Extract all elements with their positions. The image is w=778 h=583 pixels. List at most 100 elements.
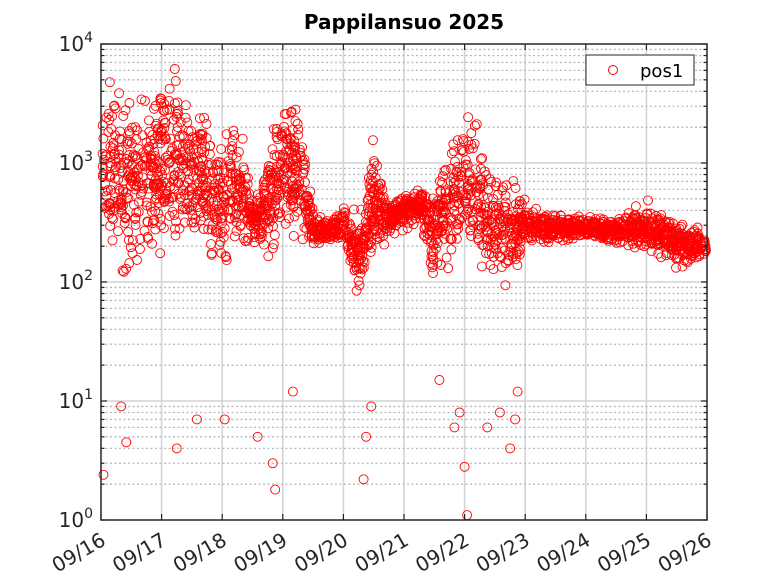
data-point bbox=[491, 209, 502, 220]
data-point bbox=[293, 124, 304, 135]
data-point bbox=[358, 262, 369, 273]
data-point bbox=[139, 225, 150, 236]
y-tick-label: 102 bbox=[59, 268, 93, 294]
data-point bbox=[170, 230, 181, 241]
data-point bbox=[516, 215, 527, 226]
y-axis-tick-labels: 100 101 102 103 104 bbox=[59, 30, 93, 532]
data-point bbox=[338, 203, 349, 214]
data-point bbox=[304, 194, 314, 205]
data-point bbox=[233, 147, 244, 157]
data-point bbox=[655, 229, 666, 240]
data-point bbox=[226, 144, 237, 155]
data-point bbox=[583, 227, 594, 238]
data-point bbox=[329, 228, 340, 239]
data-point bbox=[194, 189, 205, 200]
data-point bbox=[496, 234, 507, 245]
data-point bbox=[198, 224, 209, 234]
data-point bbox=[354, 280, 365, 291]
data-point bbox=[135, 234, 146, 244]
data-point bbox=[186, 190, 197, 200]
data-point bbox=[490, 181, 501, 191]
data-point bbox=[160, 192, 171, 203]
data-point bbox=[381, 202, 392, 213]
data-point bbox=[598, 214, 609, 225]
data-point bbox=[462, 206, 473, 217]
data-point bbox=[361, 431, 372, 442]
data-point bbox=[200, 168, 211, 179]
data-point bbox=[496, 262, 507, 272]
data-point bbox=[551, 217, 561, 228]
data-point bbox=[279, 109, 290, 120]
data-point bbox=[616, 219, 626, 230]
data-point bbox=[122, 136, 133, 147]
data-point bbox=[150, 194, 161, 205]
data-point bbox=[177, 130, 188, 141]
data-point bbox=[372, 207, 383, 218]
data-point bbox=[171, 443, 182, 454]
data-point bbox=[510, 229, 521, 240]
data-point bbox=[206, 224, 217, 235]
data-point bbox=[372, 160, 382, 171]
data-point bbox=[366, 242, 377, 253]
data-point bbox=[466, 139, 477, 150]
data-point bbox=[511, 228, 522, 239]
data-point bbox=[237, 133, 248, 144]
data-point bbox=[169, 64, 180, 74]
data-point bbox=[210, 187, 221, 198]
data-point bbox=[335, 232, 346, 243]
data-point bbox=[289, 211, 300, 222]
data-point bbox=[126, 138, 137, 149]
data-point bbox=[114, 88, 124, 99]
data-point bbox=[477, 153, 488, 164]
data-point bbox=[180, 112, 191, 123]
data-point bbox=[570, 223, 581, 234]
data-point bbox=[482, 206, 493, 217]
data-point bbox=[418, 230, 429, 241]
data-point bbox=[510, 254, 521, 265]
data-point bbox=[265, 162, 276, 172]
data-point bbox=[195, 215, 206, 226]
data-point bbox=[177, 202, 188, 212]
data-point bbox=[431, 220, 442, 231]
data-point bbox=[459, 461, 470, 472]
data-point bbox=[478, 191, 489, 202]
data-point bbox=[266, 195, 277, 206]
data-point bbox=[259, 239, 269, 250]
data-point bbox=[563, 220, 574, 231]
data-point bbox=[519, 194, 530, 205]
data-point bbox=[164, 83, 175, 94]
data-point bbox=[314, 231, 325, 242]
data-point bbox=[105, 199, 116, 210]
data-point bbox=[169, 223, 180, 234]
data-point bbox=[147, 238, 158, 249]
data-point bbox=[194, 113, 205, 124]
data-point bbox=[280, 146, 291, 157]
data-point bbox=[174, 131, 185, 142]
data-point bbox=[150, 151, 161, 162]
data-point bbox=[123, 227, 134, 237]
data-point bbox=[281, 134, 292, 144]
data-point bbox=[245, 219, 256, 230]
data-points bbox=[97, 64, 711, 521]
data-point bbox=[378, 192, 389, 203]
data-point bbox=[367, 219, 378, 230]
data-point bbox=[306, 231, 317, 242]
data-point bbox=[361, 225, 372, 236]
data-point bbox=[357, 250, 368, 261]
data-point bbox=[291, 161, 302, 172]
data-point bbox=[649, 228, 659, 239]
data-point bbox=[107, 235, 118, 246]
data-point bbox=[116, 134, 127, 145]
data-point bbox=[297, 234, 308, 245]
data-point bbox=[542, 233, 553, 244]
data-point bbox=[479, 166, 490, 177]
data-point bbox=[212, 196, 223, 207]
data-point bbox=[218, 191, 229, 201]
data-point bbox=[583, 216, 594, 227]
data-point bbox=[229, 130, 240, 141]
data-point bbox=[443, 193, 454, 204]
data-point bbox=[268, 124, 279, 135]
data-point bbox=[198, 175, 209, 185]
data-point bbox=[173, 154, 184, 165]
data-point bbox=[180, 139, 191, 150]
